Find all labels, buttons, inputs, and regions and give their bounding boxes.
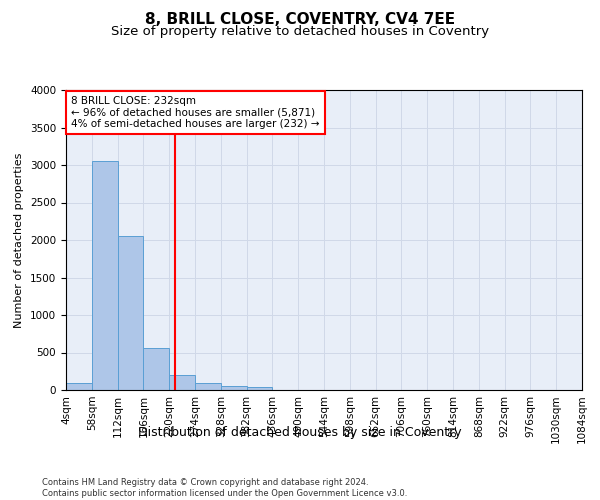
Text: 8 BRILL CLOSE: 232sqm
← 96% of detached houses are smaller (5,871)
4% of semi-de: 8 BRILL CLOSE: 232sqm ← 96% of detached …: [71, 96, 320, 129]
Bar: [221, 386, 247, 390]
Text: 8, BRILL CLOSE, COVENTRY, CV4 7EE: 8, BRILL CLOSE, COVENTRY, CV4 7EE: [145, 12, 455, 28]
Bar: [118, 236, 143, 390]
Y-axis label: Number of detached properties: Number of detached properties: [14, 152, 25, 328]
Bar: [66, 382, 92, 390]
Bar: [195, 383, 221, 390]
Bar: [247, 387, 272, 390]
Text: Size of property relative to detached houses in Coventry: Size of property relative to detached ho…: [111, 25, 489, 38]
Text: Distribution of detached houses by size in Coventry: Distribution of detached houses by size …: [138, 426, 462, 439]
Bar: [169, 375, 195, 390]
Text: Contains HM Land Registry data © Crown copyright and database right 2024.
Contai: Contains HM Land Registry data © Crown c…: [42, 478, 407, 498]
Bar: [92, 161, 118, 390]
Bar: [143, 348, 169, 390]
